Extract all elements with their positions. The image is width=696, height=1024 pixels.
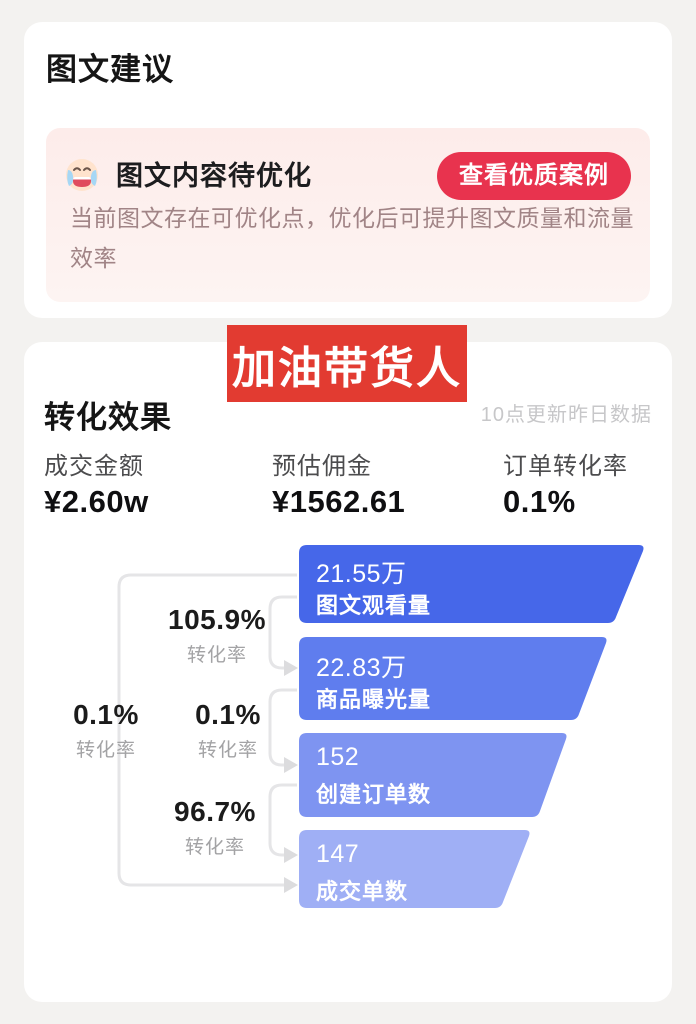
stage-3-value: 152 (316, 743, 360, 771)
stat-label-order-rate: 订单转化率 (503, 453, 628, 480)
stat-label-commission: 预估佣金 (272, 453, 372, 480)
conversion-rate-overall: 0.1% 转化率 (73, 699, 139, 761)
stat-label-gmv: 成交金额 (44, 453, 144, 480)
stage-4-label: 成交单数 (316, 879, 409, 904)
conversion-rate-1: 105.9% 转化率 (168, 604, 266, 666)
view-cases-button[interactable]: 查看优质案例 (437, 152, 631, 200)
stage-1-label: 图文观看量 (316, 593, 432, 618)
conversion-section-title: 转化效果 (44, 400, 172, 435)
stat-value-commission: ¥1562.61 (272, 484, 406, 519)
update-note: 10点更新昨日数据 (480, 404, 652, 426)
cheer-banner-label: 加油带货人 (232, 343, 462, 393)
cheer-banner: 加油带货人 (227, 325, 467, 402)
conversion-rate-3: 96.7% 转化率 (174, 796, 256, 858)
alert-description: 当前图文存在可优化点，优化后可提升图文质量和流量效率 (70, 205, 634, 271)
stat-value-gmv: ¥2.60w (44, 484, 149, 519)
alert-title: 图文内容待优化 (116, 161, 312, 191)
stat-value-order-rate: 0.1% (503, 484, 576, 519)
crying-face-emoji-icon (62, 154, 102, 194)
optimize-alert-card: 图文内容待优化 查看优质案例 当前图文存在可优化点，优化后可提升图文质量和流量效… (46, 128, 650, 302)
stage-1-value: 21.55万 (316, 560, 407, 588)
stage-2-value: 22.83万 (316, 654, 407, 682)
stage-4-value: 147 (316, 840, 360, 868)
stage-2-label: 商品曝光量 (316, 687, 432, 712)
conversion-rate-2: 0.1% 转化率 (195, 699, 261, 761)
suggestion-section-title: 图文建议 (46, 52, 174, 87)
stage-3-label: 创建订单数 (316, 782, 432, 807)
